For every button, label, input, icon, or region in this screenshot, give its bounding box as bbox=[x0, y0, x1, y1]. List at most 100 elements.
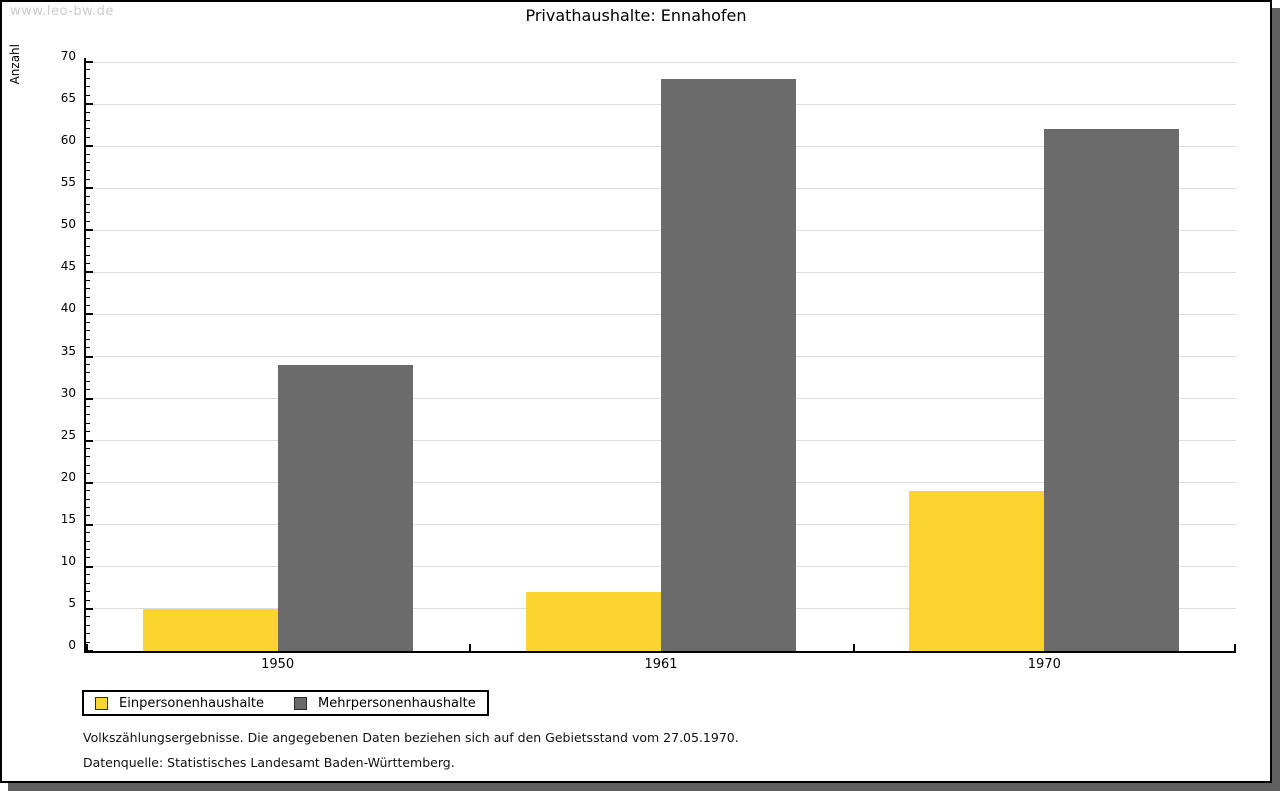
y-major-tick bbox=[86, 439, 93, 442]
y-minor-tick bbox=[86, 94, 90, 96]
bar-mehrpersonenhaushalte-1950 bbox=[277, 364, 413, 651]
x-boundary-tick bbox=[86, 644, 88, 651]
legend-item-einpersonenhaushalte: Einpersonenhaushalte bbox=[95, 696, 264, 711]
y-major-tick bbox=[86, 355, 93, 358]
bar-einpersonenhaushalte-1950 bbox=[142, 608, 278, 651]
y-minor-tick bbox=[86, 296, 90, 298]
y-major-tick bbox=[86, 61, 93, 63]
y-minor-tick bbox=[86, 254, 90, 256]
legend: Einpersonenhaushalte Mehrpersonenhaushalt… bbox=[82, 690, 489, 716]
y-minor-tick bbox=[86, 389, 90, 391]
y-minor-tick bbox=[86, 212, 90, 214]
y-minor-tick bbox=[86, 136, 90, 138]
y-minor-tick bbox=[86, 624, 90, 626]
y-tick-label: 30 bbox=[60, 385, 76, 400]
y-tick-label: 60 bbox=[60, 133, 76, 148]
y-minor-tick bbox=[86, 153, 90, 155]
y-tick-label: 45 bbox=[60, 259, 76, 274]
y-minor-tick bbox=[86, 456, 90, 458]
y-minor-tick bbox=[86, 473, 90, 475]
y-tick-label: 50 bbox=[60, 217, 76, 232]
y-minor-tick bbox=[86, 279, 90, 281]
y-minor-tick bbox=[86, 372, 90, 374]
y-minor-tick bbox=[86, 549, 90, 551]
y-minor-tick bbox=[86, 305, 90, 307]
watermark: www.leo-bw.de bbox=[10, 4, 114, 19]
y-minor-tick bbox=[86, 128, 90, 130]
y-minor-tick bbox=[86, 431, 90, 433]
y-minor-tick bbox=[86, 363, 90, 365]
y-minor-tick bbox=[86, 347, 90, 349]
plot-area: 0 5 10 15 20 25 30 35 40 45 50 55 60 65 70 1950 1961 1970 bbox=[61, 49, 1236, 672]
y-minor-tick bbox=[86, 321, 90, 323]
x-boundary-tick bbox=[469, 644, 472, 651]
footnote-data-source: Datenquelle: Statistisches Landesamt Bad… bbox=[83, 755, 455, 770]
y-major-tick bbox=[86, 481, 93, 484]
y-minor-tick bbox=[86, 414, 90, 416]
y-minor-tick bbox=[86, 464, 90, 466]
y-minor-tick bbox=[86, 338, 90, 340]
x-tick-label-1970: 1970 bbox=[1027, 657, 1061, 672]
y-minor-tick bbox=[86, 515, 90, 517]
y-minor-tick bbox=[86, 237, 90, 239]
y-tick-label: 15 bbox=[60, 511, 76, 526]
y-minor-tick bbox=[86, 557, 90, 559]
x-tick-label-1950: 1950 bbox=[261, 657, 295, 672]
y-tick-label: 55 bbox=[60, 175, 76, 190]
y-major-tick bbox=[86, 103, 93, 106]
y-major-tick bbox=[86, 145, 93, 148]
y-minor-tick bbox=[86, 195, 90, 197]
y-major-tick bbox=[86, 607, 93, 610]
y-minor-tick bbox=[86, 599, 90, 601]
chart-title: Privathaushalte: Ennahofen bbox=[525, 6, 747, 25]
y-minor-tick bbox=[86, 498, 90, 500]
y-minor-tick bbox=[86, 69, 90, 71]
y-major-tick bbox=[86, 187, 93, 190]
y-tick-label: 25 bbox=[60, 427, 76, 442]
y-tick-label: 5 bbox=[68, 595, 76, 610]
y-minor-tick bbox=[86, 246, 90, 248]
x-axis-line bbox=[84, 651, 1236, 653]
y-tick-label: 35 bbox=[60, 343, 76, 358]
legend-item-mehrpersonenhaushalte: Mehrpersonenhaushalte bbox=[294, 696, 476, 711]
y-tick-label: 20 bbox=[60, 469, 76, 484]
y-minor-tick bbox=[86, 616, 90, 618]
y-minor-tick bbox=[86, 380, 90, 382]
y-major-tick bbox=[86, 565, 93, 568]
y-major-tick bbox=[86, 313, 93, 316]
y-tick-label: 0 bbox=[68, 638, 76, 652]
y-minor-tick bbox=[86, 406, 90, 407]
y-major-tick bbox=[86, 650, 93, 652]
y-minor-tick bbox=[86, 178, 90, 180]
y-minor-tick bbox=[86, 506, 90, 508]
y-minor-tick bbox=[86, 288, 90, 290]
legend-swatch-icon bbox=[95, 696, 108, 710]
y-major-tick bbox=[86, 523, 93, 526]
x-tick-label-1961: 1961 bbox=[644, 657, 678, 672]
y-minor-tick bbox=[86, 448, 90, 450]
y-minor-tick bbox=[86, 422, 90, 424]
x-boundary-tick bbox=[1234, 644, 1236, 651]
y-minor-tick bbox=[86, 204, 90, 206]
y-major-tick bbox=[86, 229, 93, 232]
y-minor-tick bbox=[86, 119, 90, 121]
bar-mehrpersonenhaushalte-1970 bbox=[1044, 129, 1180, 651]
y-minor-tick bbox=[86, 532, 90, 534]
x-boundary-tick bbox=[852, 644, 855, 651]
y-minor-tick bbox=[86, 170, 90, 172]
bar-mehrpersonenhaushalte-1961 bbox=[661, 78, 796, 651]
y-minor-tick bbox=[86, 633, 90, 635]
y-gridline bbox=[86, 61, 1236, 63]
footnote-source-note: Volkszählungsergebnisse. Die angegebenen… bbox=[83, 730, 739, 745]
y-minor-tick bbox=[86, 540, 90, 542]
y-minor-tick bbox=[86, 86, 90, 88]
legend-swatch-icon bbox=[294, 696, 307, 710]
y-axis-line bbox=[84, 58, 86, 653]
y-major-tick bbox=[86, 271, 93, 274]
y-major-tick bbox=[86, 397, 93, 400]
y-minor-tick bbox=[86, 220, 90, 222]
y-tick-label: 10 bbox=[60, 553, 76, 568]
bar-einpersonenhaushalte-1961 bbox=[526, 592, 661, 651]
y-minor-tick bbox=[86, 161, 90, 163]
